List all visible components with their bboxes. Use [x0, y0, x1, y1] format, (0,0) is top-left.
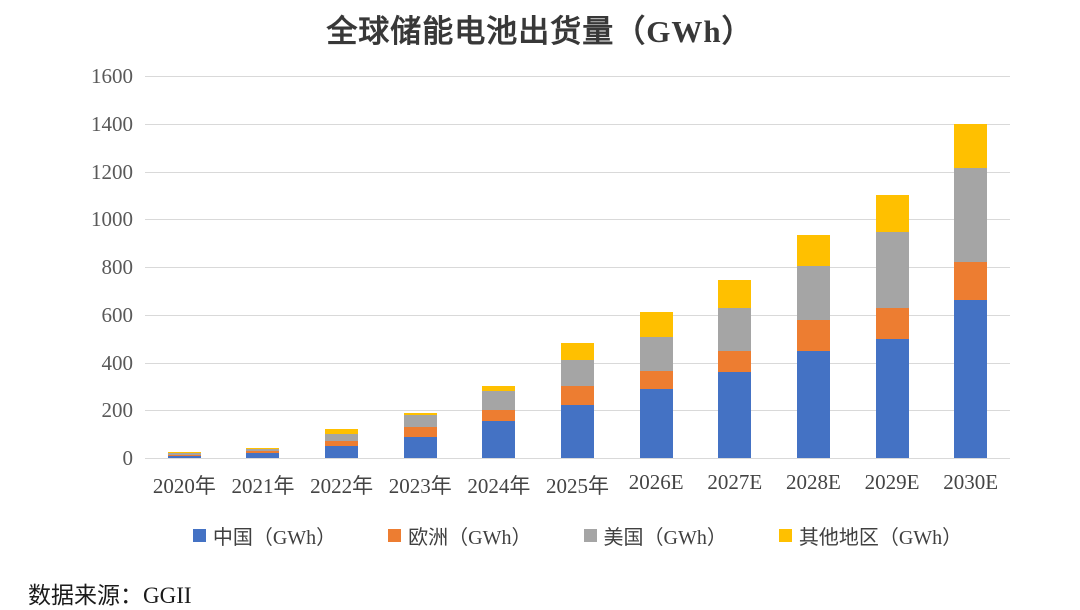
stacked-bar: [954, 76, 988, 458]
y-axis-tick-label: 1200: [91, 159, 133, 184]
bar-segment: [167, 455, 201, 458]
legend-label: 其他地区（GWh）: [798, 527, 963, 549]
stacked-bar: [403, 76, 437, 458]
bar-segment: [718, 307, 752, 351]
legend-item: 中国（GWh）: [192, 521, 337, 550]
bar-segment: [954, 262, 988, 301]
bar-segment: [875, 232, 909, 308]
x-axis-tick-label: 2022年: [310, 474, 374, 498]
bar-segment: [482, 421, 516, 458]
bar-segment: [246, 451, 280, 454]
x-axis-tick-label: 2026E: [628, 470, 684, 494]
legend-swatch-icon: [388, 529, 402, 542]
stacked-bar: [482, 76, 516, 458]
bar-segment: [561, 386, 594, 406]
bar-segment: [875, 338, 909, 458]
x-axis-tick-label: 2024年: [467, 474, 531, 498]
bar-segment: [954, 123, 988, 168]
legend-item: 欧洲（GWh）: [388, 521, 532, 550]
y-gridline: [145, 123, 1010, 125]
legend-item: 美国（GWh）: [583, 521, 727, 550]
y-axis-tick-label: 1400: [91, 111, 133, 136]
x-axis-tick-label: 2025年: [545, 474, 609, 498]
bar-segment: [403, 415, 437, 427]
bar-segment: [325, 429, 359, 435]
legend-swatch-icon: [778, 529, 792, 542]
bar-segment: [639, 388, 673, 458]
bar-segment: [639, 312, 673, 338]
legend-label: 中国（GWh）: [212, 527, 337, 549]
bar-segment: [796, 350, 830, 458]
y-axis-tick-label: 1000: [91, 207, 133, 232]
stacked-bar: [718, 76, 752, 458]
legend: 中国（GWh） 欧洲（GWh） 美国（GWh） 其他地区（GWh）: [145, 521, 1010, 550]
bar-segment: [482, 410, 516, 421]
x-axis-tick-label: 2029E: [864, 470, 920, 494]
y-axis-tick-label: 0: [122, 446, 134, 470]
y-gridline: [145, 458, 1010, 459]
legend-label: 欧洲（GWh）: [408, 527, 532, 549]
y-gridline: [145, 171, 1010, 173]
bar-segment: [167, 452, 201, 453]
x-axis-tick-label: 2023年: [388, 474, 452, 498]
chart-title: 全球储能电池出货量（GWh）: [326, 14, 754, 49]
bar-segment: [325, 446, 359, 458]
bar-segment: [875, 195, 909, 233]
bar-segment: [246, 448, 280, 452]
bar-segment: [875, 307, 909, 339]
stacked-bar: [796, 76, 830, 458]
bar-segment: [561, 343, 594, 361]
y-gridline: [145, 76, 1010, 77]
bar-segment: [482, 386, 516, 392]
bar-segment: [482, 391, 516, 411]
stacked-bar: [167, 76, 201, 458]
y-gridline: [145, 267, 1010, 268]
x-axis-tick-label: 2030E: [943, 470, 999, 494]
bar-segment: [954, 167, 988, 263]
bar-segment: [246, 453, 280, 458]
x-axis-tick-label: 2028E: [785, 470, 841, 494]
bar-segment: [167, 452, 201, 455]
bar-segment: [561, 405, 594, 458]
stacked-bar: [246, 76, 280, 458]
bar-segment: [796, 319, 830, 351]
x-axis-tick-label: 2020年: [152, 474, 216, 498]
bar-segment: [167, 454, 201, 456]
bar-segment: [561, 360, 594, 387]
bar-segment: [639, 337, 673, 371]
legend-item: 其他地区（GWh）: [778, 521, 963, 550]
y-axis-tick-label: 400: [101, 350, 134, 375]
bar-segment: [246, 447, 280, 449]
legend-label: 美国（GWh）: [603, 527, 727, 549]
y-gridline: [145, 219, 1010, 221]
bar-segment: [796, 234, 830, 266]
bar-segment: [796, 265, 830, 320]
bar-segment: [325, 434, 359, 442]
x-axis-tick-label: 2021年: [231, 474, 295, 498]
bar-segment: [325, 441, 359, 447]
bar-segment: [403, 412, 437, 416]
bar-segment: [718, 350, 752, 373]
x-axis-tick-label: 2027E: [707, 470, 763, 494]
bar-segment: [954, 300, 988, 458]
plot-area: 0 200 400 600 800 1000 1200 1400 1600 2020年 2021年 2…: [91, 64, 1010, 498]
stacked-bar: [561, 76, 594, 458]
y-gridline: [145, 314, 1010, 316]
y-axis-tick-label: 600: [101, 302, 134, 327]
y-axis-tick-label: 200: [101, 398, 134, 423]
legend-swatch-icon: [583, 529, 597, 542]
bar-segment: [403, 436, 437, 458]
legend-swatch-icon: [192, 529, 206, 542]
bar-segment: [718, 280, 752, 308]
y-axis-tick-label: 1600: [91, 64, 133, 88]
data-source-note: 数据来源：GGII: [28, 583, 192, 608]
y-axis-tick-label: 800: [101, 255, 134, 279]
stacked-bar: [639, 76, 673, 458]
bar-segment: [403, 426, 437, 437]
bar-segment: [718, 372, 752, 458]
stacked-bar: [325, 76, 359, 458]
bar-segment: [639, 370, 673, 389]
stacked-bar: [875, 76, 909, 458]
